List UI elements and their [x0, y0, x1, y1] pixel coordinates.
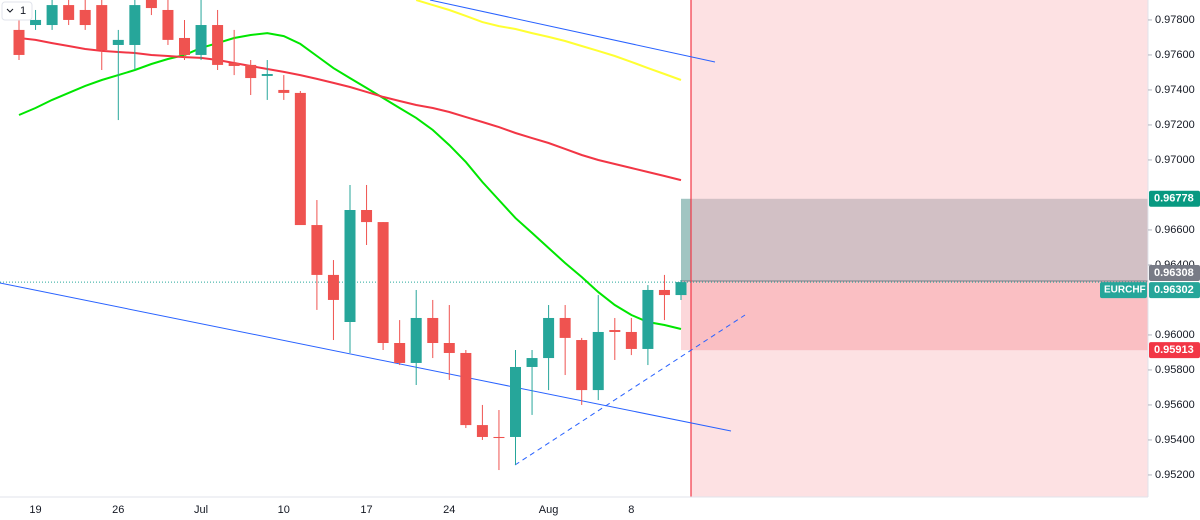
future-zone	[691, 0, 1148, 497]
candle-body	[145, 0, 157, 9]
candle-body	[13, 29, 25, 55]
candle-body	[642, 289, 654, 349]
stop-label: 0.95913	[1154, 344, 1194, 356]
moving-average	[18, 37, 682, 182]
channel-upper	[429, 0, 716, 63]
candle-body	[460, 352, 472, 426]
y-tick-label: 0.97600	[1155, 49, 1195, 61]
candle-body	[658, 289, 670, 296]
candle-body	[609, 330, 621, 332]
y-tick-label: 0.97800	[1155, 14, 1195, 26]
candle-body	[294, 92, 306, 226]
candle-body	[493, 436, 505, 439]
candle-body	[510, 366, 521, 437]
y-tick-label: 0.97000	[1155, 154, 1195, 166]
x-tick-label: Aug	[539, 504, 559, 516]
candle-body	[344, 210, 356, 322]
last-price-label: 0.96302	[1154, 284, 1194, 296]
candle-body	[327, 274, 339, 300]
candle-body	[112, 39, 124, 45]
candle-body	[576, 340, 588, 391]
trend-dashed	[514, 314, 746, 466]
candle-body	[394, 343, 406, 363]
x-tick-label: 24	[443, 504, 455, 516]
interval-button[interactable]	[1, 1, 33, 21]
candle-body	[526, 358, 538, 367]
candle-body	[162, 9, 174, 40]
target-label-bg	[1149, 190, 1200, 207]
moving-average	[18, 32, 682, 330]
y-tick-label: 0.97200	[1155, 119, 1195, 131]
interval-label: 1	[20, 5, 26, 17]
y-tick-label: 0.95200	[1155, 469, 1195, 481]
y-tick-label: 0.97400	[1155, 84, 1195, 96]
entry-label-bg	[1149, 265, 1200, 282]
x-tick-label: 19	[29, 504, 41, 516]
candle-body	[195, 25, 207, 55]
candle-body	[410, 317, 422, 363]
y-tick-label: 0.95800	[1155, 364, 1195, 376]
position-target-edge	[681, 198, 691, 282]
candle-body	[592, 331, 604, 391]
last-price-label-bg	[1149, 282, 1200, 299]
x-tick-label: 8	[628, 504, 634, 516]
candle-body	[96, 5, 108, 51]
candle-body	[30, 19, 42, 26]
candle-body	[476, 425, 488, 437]
chevron-icon	[6, 8, 14, 13]
y-tick-label: 0.96000	[1155, 329, 1195, 341]
candle-body	[79, 9, 91, 26]
candle-body	[311, 225, 323, 275]
candle-body	[212, 25, 224, 65]
candle-body	[245, 64, 257, 79]
candle-body	[427, 317, 439, 343]
candle-body	[543, 317, 555, 359]
candle-body	[46, 5, 58, 26]
y-tick-label: 0.95400	[1155, 434, 1195, 446]
x-tick-label: Jul	[194, 504, 208, 516]
y-tick-label: 0.96600	[1155, 224, 1195, 236]
entry-label: 0.96308	[1154, 267, 1194, 279]
target-label: 0.96778	[1154, 193, 1194, 205]
x-tick-label: 17	[360, 504, 372, 516]
position-target-zone	[681, 198, 1148, 282]
candle-body	[228, 63, 240, 66]
candle-body	[559, 317, 571, 338]
candle-body	[625, 331, 637, 349]
candle-body	[361, 210, 373, 223]
price-axis	[1148, 0, 1200, 520]
moving-average	[415, 0, 682, 81]
candle-body	[377, 222, 389, 343]
candle-body	[675, 282, 687, 296]
symbol-label: EURCHF	[1104, 285, 1146, 296]
stop-label-bg	[1149, 342, 1200, 359]
candle-body	[179, 37, 190, 55]
candle-body	[261, 74, 273, 76]
channel-lower	[0, 282, 732, 432]
candle-body	[443, 343, 455, 353]
x-tick-label: 26	[112, 504, 124, 516]
candle-body	[278, 89, 290, 93]
candle-body	[63, 5, 75, 20]
x-tick-label: 10	[278, 504, 290, 516]
y-tick-label: 0.95600	[1155, 399, 1195, 411]
symbol-label-bg	[1100, 282, 1147, 299]
candle-body	[129, 5, 141, 45]
position-stop-zone	[681, 281, 1148, 351]
